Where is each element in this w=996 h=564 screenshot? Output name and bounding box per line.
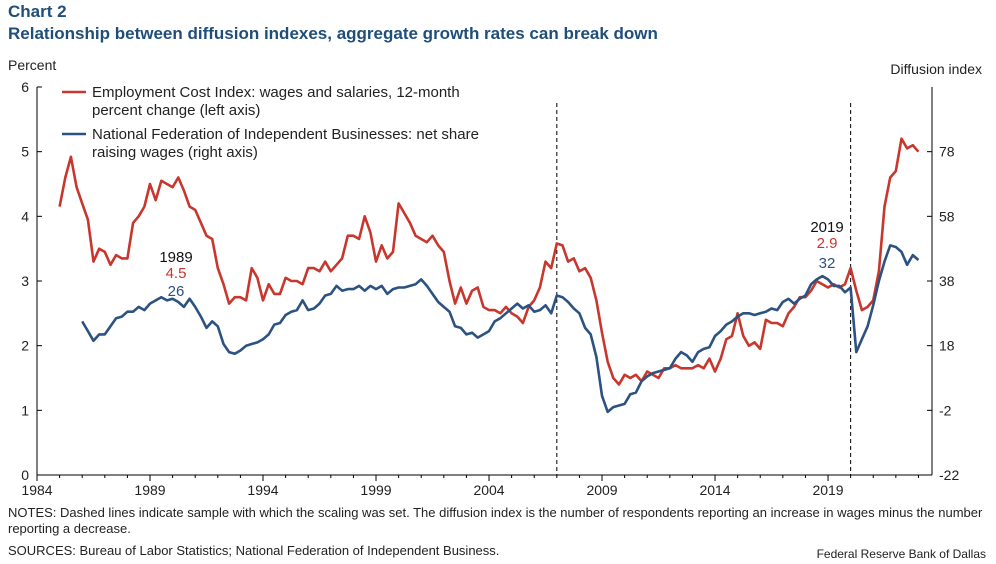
right-tick-label: -22 — [939, 467, 959, 483]
x-tick-label: 1999 — [360, 482, 391, 498]
legend-label: raising wages (right axis) — [92, 144, 258, 161]
right-tick-label: 18 — [939, 338, 955, 354]
annotation-year: 1989 — [159, 249, 192, 266]
right-axis-title: Diffusion index — [890, 61, 982, 77]
x-tick-label: 2009 — [586, 482, 617, 498]
right-tick-label: -2 — [939, 402, 952, 418]
left-tick-label: 2 — [21, 338, 29, 354]
right-tick-label: 38 — [939, 273, 955, 289]
chart-number: Chart 2 — [8, 2, 67, 21]
left-axis-title: Percent — [8, 57, 57, 73]
annotation-value: 32 — [819, 255, 836, 272]
x-tick-label: 1989 — [134, 482, 165, 498]
legend-label: Employment Cost Index: wages and salarie… — [92, 84, 460, 101]
left-tick-label: 6 — [21, 79, 29, 95]
x-tick-label: 2019 — [812, 482, 843, 498]
left-tick-label: 0 — [21, 467, 29, 483]
credit-text: Federal Reserve Bank of Dallas — [816, 547, 986, 561]
eci-series-line — [58, 137, 920, 386]
legend-label: National Federation of Independent Busin… — [92, 126, 479, 143]
legend-label: percent change (left axis) — [92, 102, 260, 119]
left-tick-label: 3 — [21, 273, 29, 289]
sources-text: SOURCES: Bureau of Labor Statistics; Nat… — [8, 543, 500, 558]
right-tick-label: 58 — [939, 208, 955, 224]
x-tick-label: 1994 — [247, 482, 278, 498]
annotation-year: 2019 — [810, 219, 843, 236]
x-tick-label: 2004 — [473, 482, 504, 498]
notes-text: NOTES: Dashed lines indicate sample with… — [8, 505, 983, 536]
left-tick-label: 1 — [21, 402, 29, 418]
x-tick-label: 1984 — [21, 482, 52, 498]
chart-title: Relationship between diffusion indexes, … — [8, 24, 658, 43]
left-tick-label: 5 — [21, 144, 29, 160]
right-tick-label: 78 — [939, 144, 955, 160]
annotation-value: 4.5 — [166, 265, 187, 282]
nfib-series-line — [81, 244, 920, 414]
left-tick-label: 4 — [21, 208, 29, 224]
annotation-value: 26 — [168, 283, 185, 300]
annotation-value: 2.9 — [817, 235, 838, 252]
x-tick-label: 2014 — [699, 482, 730, 498]
